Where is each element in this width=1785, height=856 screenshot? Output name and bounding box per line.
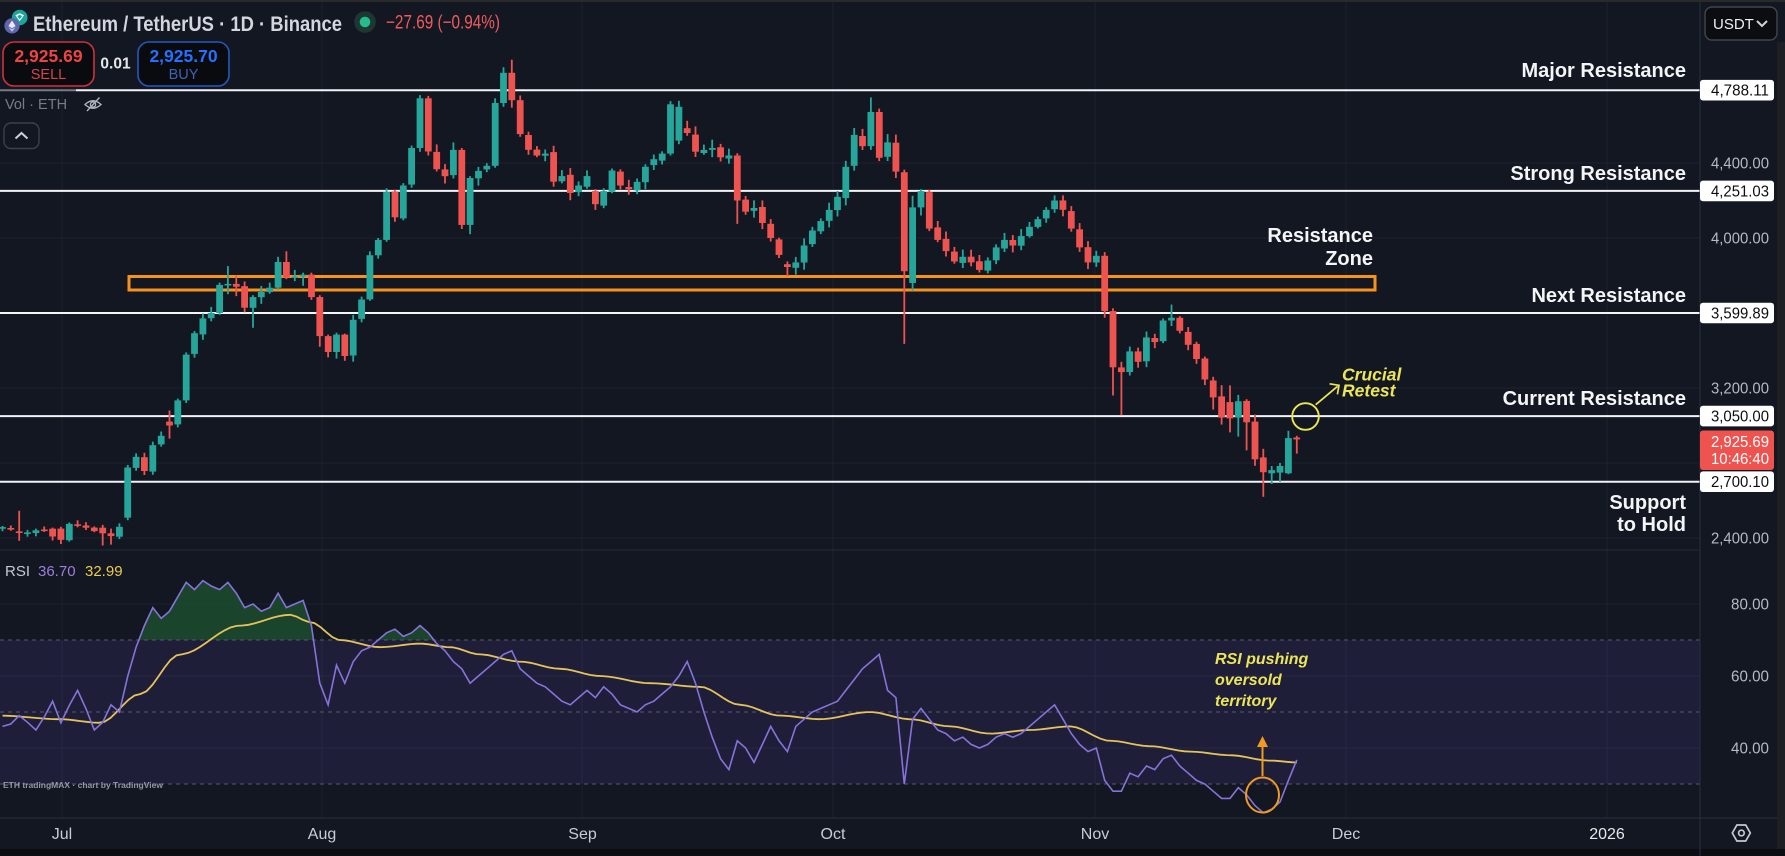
svg-text:40.00: 40.00 bbox=[1731, 741, 1769, 758]
svg-text:4,000.00: 4,000.00 bbox=[1711, 231, 1769, 248]
svg-text:4,400.00: 4,400.00 bbox=[1711, 156, 1769, 173]
svg-text:10:46:40: 10:46:40 bbox=[1711, 451, 1769, 468]
svg-text:BUY: BUY bbox=[169, 67, 199, 83]
svg-text:0.01: 0.01 bbox=[100, 56, 131, 73]
svg-text:RSI: RSI bbox=[5, 563, 30, 580]
svg-text:USDT: USDT bbox=[1713, 16, 1754, 33]
svg-text:Support: Support bbox=[1609, 492, 1686, 514]
svg-text:2,400.00: 2,400.00 bbox=[1711, 531, 1769, 548]
svg-text:Sep: Sep bbox=[568, 826, 597, 843]
svg-text:Aug: Aug bbox=[308, 826, 336, 843]
svg-text:Major Resistance: Major Resistance bbox=[1521, 60, 1686, 82]
svg-text:Next Resistance: Next Resistance bbox=[1531, 285, 1686, 307]
svg-text:Nov: Nov bbox=[1081, 826, 1109, 843]
svg-text:oversold: oversold bbox=[1215, 672, 1283, 689]
svg-text:RSI pushing: RSI pushing bbox=[1215, 651, 1309, 668]
svg-text:Dec: Dec bbox=[1332, 826, 1360, 843]
svg-text:4,251.03: 4,251.03 bbox=[1711, 183, 1769, 200]
svg-text:−27.69 (−0.94%): −27.69 (−0.94%) bbox=[386, 13, 500, 34]
svg-text:territory: territory bbox=[1215, 693, 1277, 710]
svg-text:60.00: 60.00 bbox=[1731, 669, 1769, 686]
svg-text:Crucial: Crucial bbox=[1342, 365, 1402, 385]
svg-text:to Hold: to Hold bbox=[1617, 514, 1686, 536]
svg-text:ETH tradingMAX · chart by Trad: ETH tradingMAX · chart by TradingView bbox=[3, 780, 163, 790]
svg-text:Ethereum / TetherUS · 1D · Bin: Ethereum / TetherUS · 1D · Binance bbox=[33, 13, 342, 36]
svg-text:2,925.69: 2,925.69 bbox=[1711, 434, 1769, 451]
svg-text:Resistance: Resistance bbox=[1267, 225, 1373, 247]
svg-text:2026: 2026 bbox=[1589, 826, 1625, 843]
svg-text:2,700.10: 2,700.10 bbox=[1711, 474, 1769, 491]
svg-text:3,599.89: 3,599.89 bbox=[1711, 306, 1769, 323]
svg-text:2,925.69: 2,925.69 bbox=[14, 46, 82, 66]
svg-text:80.00: 80.00 bbox=[1731, 597, 1769, 614]
svg-text:Strong Resistance: Strong Resistance bbox=[1510, 163, 1686, 185]
svg-text:Jul: Jul bbox=[52, 826, 72, 843]
svg-text:SELL: SELL bbox=[31, 67, 66, 83]
svg-text:3,200.00: 3,200.00 bbox=[1711, 381, 1769, 398]
svg-text:32.99: 32.99 bbox=[85, 563, 123, 580]
svg-text:2,925.70: 2,925.70 bbox=[149, 46, 217, 66]
svg-text:36.70: 36.70 bbox=[38, 563, 76, 580]
svg-text:Oct: Oct bbox=[821, 826, 846, 843]
svg-text:Zone: Zone bbox=[1325, 248, 1373, 270]
svg-text:3,050.00: 3,050.00 bbox=[1711, 409, 1769, 426]
svg-text:Current Resistance: Current Resistance bbox=[1503, 388, 1686, 410]
svg-text:Vol · ETH: Vol · ETH bbox=[5, 97, 67, 113]
svg-text:Retest: Retest bbox=[1342, 381, 1397, 401]
svg-text:4,788.11: 4,788.11 bbox=[1711, 83, 1769, 100]
